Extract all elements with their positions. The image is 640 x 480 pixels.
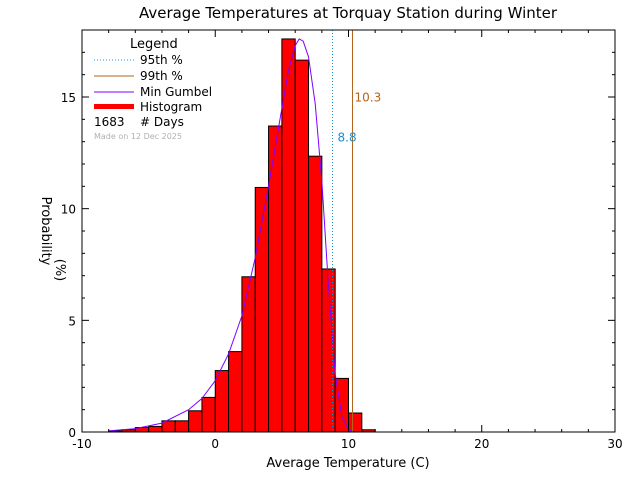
legend-title: Legend: [130, 37, 178, 52]
legend-days-label: # Days: [140, 115, 184, 129]
histogram-bar: [174, 420, 190, 433]
y-tick-label: 5: [68, 314, 76, 328]
legend-swatch-histogram: [94, 104, 134, 109]
histogram-bar: [294, 59, 310, 433]
plot-area: 8.8 10.3: [108, 30, 381, 433]
x-tick-label: -10: [72, 437, 92, 451]
legend-entry-p95: 95th %: [140, 53, 183, 67]
x-tick-label: 30: [607, 437, 622, 451]
y-axis-label: Probability: [38, 197, 53, 266]
p99-value-label: 10.3: [354, 90, 381, 104]
legend: Legend 95th % 99th % Min Gumbel Histogra…: [94, 37, 212, 141]
p95-value-label: 8.8: [338, 131, 357, 145]
histogram-bar: [241, 276, 256, 433]
y-axis-unit: (%): [52, 259, 67, 282]
y-tick-label: 15: [61, 91, 76, 105]
x-tick-label: 20: [474, 437, 489, 451]
x-tick-label: 0: [211, 437, 219, 451]
histogram-bar: [188, 410, 203, 433]
histogram-bar: [201, 396, 216, 433]
histogram-bar: [228, 351, 243, 433]
legend-entry-p99: 99th %: [140, 69, 183, 83]
x-tick-label: 10: [341, 437, 356, 451]
made-on-note: Made on 12 Dec 2025: [94, 132, 182, 141]
legend-entry-histogram: Histogram: [140, 100, 202, 114]
legend-entry-gumbel: Min Gumbel: [140, 85, 212, 99]
y-tick-label: 0: [68, 426, 76, 440]
histogram-bar: [308, 155, 323, 433]
chart-title: Average Temperatures at Torquay Station …: [139, 4, 558, 22]
y-tick-label: 10: [61, 203, 76, 217]
legend-days-count: 1683: [94, 115, 125, 129]
histogram-bar: [348, 412, 363, 433]
x-axis-label: Average Temperature (C): [266, 456, 429, 471]
histogram-bar: [214, 370, 230, 433]
gumbel-curve: [108, 38, 356, 433]
histogram-bar: [148, 425, 163, 433]
